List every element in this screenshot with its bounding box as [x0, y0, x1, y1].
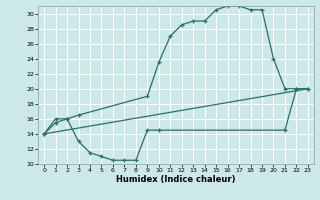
X-axis label: Humidex (Indice chaleur): Humidex (Indice chaleur) [116, 175, 236, 184]
